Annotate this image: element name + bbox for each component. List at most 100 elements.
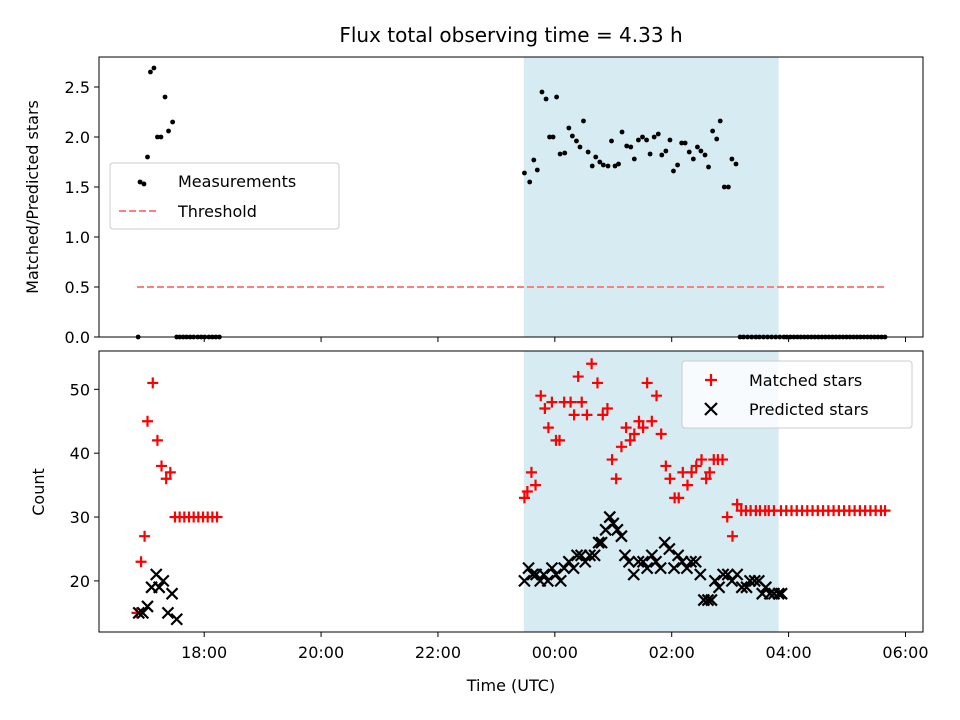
measurement-point	[557, 151, 563, 157]
predicted-star-marker	[165, 587, 179, 600]
matched-star-marker	[521, 486, 533, 497]
measurement-point	[539, 89, 545, 95]
predicted-star-marker	[578, 555, 592, 569]
matched-star-marker	[131, 607, 143, 619]
predicted-star-marker	[667, 561, 681, 575]
predicted-star-marker	[141, 600, 154, 613]
matched-star-marker	[135, 556, 147, 568]
matched-star-marker	[591, 377, 603, 389]
measurement-point	[714, 136, 720, 142]
matched-star-marker	[637, 422, 649, 434]
measurement-point	[667, 137, 673, 143]
x-tick-label: 18:00	[181, 643, 227, 662]
legend-predicted-marker	[704, 402, 718, 416]
measurement-point	[609, 138, 614, 144]
predicted-star-marker	[588, 549, 601, 562]
measurement-point	[628, 144, 634, 150]
measurement-point	[710, 128, 716, 134]
matched-star-marker	[164, 466, 176, 478]
measurement-point	[647, 151, 653, 157]
predicted-star-marker	[618, 549, 632, 562]
predicted-star-marker	[611, 523, 624, 537]
top-axes: 0.0 0.5 1.0 1.5 2.0 2.5 Matched/Predicted sta…	[23, 56, 924, 347]
matched-star-marker	[142, 415, 154, 427]
bottom-axes: 20 30 40 50 18:00 20:00 22:00 00:00 02:00 04:00 0…	[29, 350, 929, 695]
measurement-point	[550, 134, 556, 140]
predicted-star-marker	[775, 587, 788, 600]
matched-star-marker	[546, 396, 558, 408]
matched-star-marker	[581, 409, 593, 421]
matched-star-marker	[568, 409, 580, 421]
matched-star-marker	[576, 396, 588, 408]
predicted-star-marker	[152, 581, 166, 594]
measurement-point	[543, 96, 549, 102]
bottom-axes-frame	[98, 350, 924, 633]
predicted-star-marker	[694, 568, 707, 581]
matched-star-marker	[535, 390, 547, 402]
measurement-point	[616, 161, 621, 167]
top-x-ticks	[203, 337, 906, 342]
legend-measurements-marker-2	[141, 181, 147, 187]
matched-star-marker	[628, 428, 640, 440]
predicted-star-marker	[712, 581, 726, 594]
predicted-star-marker	[545, 561, 559, 575]
matched-star-marker	[565, 396, 577, 408]
predicted-star-marker	[708, 574, 722, 588]
legend-measurements-marker	[137, 179, 143, 185]
predicted-star-marker	[740, 581, 753, 594]
predicted-star-marker	[658, 536, 671, 549]
predicted-star-marker	[654, 561, 667, 575]
matched-star-marker	[601, 402, 613, 414]
matched-star-marker	[615, 441, 627, 453]
measurement-point	[624, 143, 630, 149]
predicted-star-marker	[170, 612, 184, 626]
matched-star-marker	[160, 473, 172, 485]
measurement-point	[605, 163, 611, 169]
matched-star-marker	[624, 434, 636, 446]
matched-star-marker	[139, 530, 151, 542]
measurement-point	[619, 129, 625, 135]
bottom-legend-box	[681, 360, 913, 429]
x-tick-label: 04:00	[766, 643, 812, 662]
predicted-star-marker	[748, 574, 761, 588]
matched-star-marker	[586, 358, 598, 370]
measurement-point	[698, 148, 704, 154]
matched-star-marker	[151, 434, 163, 446]
measurement-point	[640, 134, 645, 140]
y-tick-label: 2.0	[65, 128, 90, 147]
measurement-point	[166, 128, 171, 134]
predicted-star-marker	[615, 529, 628, 543]
matched-star-marker	[597, 409, 609, 421]
predicted-star-marker	[632, 555, 645, 569]
measurement-point	[651, 134, 657, 140]
measurement-point	[733, 161, 739, 167]
bottom-y-ticks: 20 30 40 50	[70, 380, 99, 591]
measurement-point	[659, 152, 665, 158]
measurement-point	[547, 134, 552, 140]
predicted-star-marker	[562, 555, 576, 569]
predicted-star-marker	[541, 574, 555, 588]
predicted-star-marker	[759, 581, 773, 594]
y-tick-label: 20	[70, 572, 90, 591]
matched-star-marker	[554, 434, 566, 446]
matched-star-marker	[700, 473, 712, 485]
measurement-point	[717, 118, 723, 124]
top-y-axis-label: Matched/Predicted stars	[23, 100, 42, 294]
matched-star-marker	[731, 498, 743, 510]
measurement-point	[690, 156, 696, 162]
y-tick-label: 30	[70, 508, 90, 527]
measurement-point	[148, 69, 153, 75]
predicted-star-marker	[627, 568, 641, 581]
matched-star-marker	[542, 422, 554, 434]
predicted-star-marker	[603, 510, 617, 524]
x-tick-label: 00:00	[532, 643, 578, 662]
matched-star-marker	[620, 422, 632, 434]
measurement-point	[581, 118, 586, 124]
y-tick-label: 1.5	[65, 178, 90, 197]
legend-measurements-label: Measurements	[178, 172, 296, 191]
matched-star-marker	[518, 492, 530, 504]
measurement-point	[162, 94, 168, 100]
measurement-point	[155, 134, 160, 140]
measurement-point	[151, 65, 157, 71]
